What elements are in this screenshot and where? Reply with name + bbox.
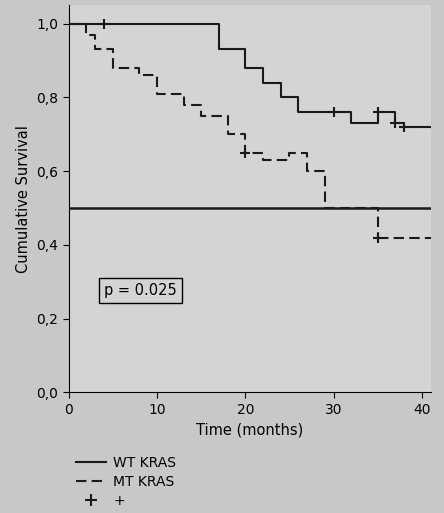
- Y-axis label: Cumulative Survival: Cumulative Survival: [16, 125, 31, 273]
- Text: p = 0.025: p = 0.025: [104, 283, 177, 298]
- X-axis label: Time (months): Time (months): [196, 422, 303, 438]
- Legend: WT KRAS, MT KRAS, +: WT KRAS, MT KRAS, +: [76, 456, 176, 508]
